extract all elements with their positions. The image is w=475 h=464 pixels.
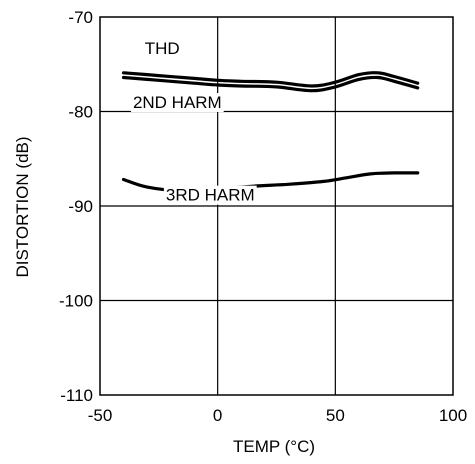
series-line-2nd-harm <box>121 75 420 93</box>
annotation-background <box>130 93 224 113</box>
y-axis-label: DISTORTION (dB) <box>13 136 32 277</box>
x-tick-labels: -50 0 50 100 <box>88 406 467 425</box>
annotations: THD 2ND HARM 3RD HARM <box>130 39 257 205</box>
annotation-background <box>142 39 182 59</box>
x-tick-label: -50 <box>88 406 113 425</box>
x-tick-label: 50 <box>326 406 345 425</box>
plot-frame <box>99 16 454 396</box>
x-axis-label: TEMP (°C) <box>233 437 315 456</box>
annotation: 2ND HARM <box>130 93 224 113</box>
y-tick-label: -110 <box>60 386 93 405</box>
y-tick-label: -70 <box>68 8 93 27</box>
x-tick-label: 0 <box>213 406 222 425</box>
y-tick-label: -80 <box>68 103 93 122</box>
annotation: THD <box>142 39 182 59</box>
annotation-background <box>163 185 257 205</box>
series-curves <box>121 71 420 193</box>
annotation: 3RD HARM <box>163 185 257 205</box>
annotation-label: THD <box>145 39 180 58</box>
annotation-label: 3RD HARM <box>166 186 255 205</box>
x-tick-label: 100 <box>439 406 467 425</box>
y-tick-label: -100 <box>59 292 93 311</box>
y-tick-label: -90 <box>68 197 93 216</box>
annotation-label: 2ND HARM <box>133 93 222 112</box>
series-line-thd <box>121 71 420 88</box>
y-tick-labels: -70 -80 -90 -100 -110 <box>59 8 93 405</box>
